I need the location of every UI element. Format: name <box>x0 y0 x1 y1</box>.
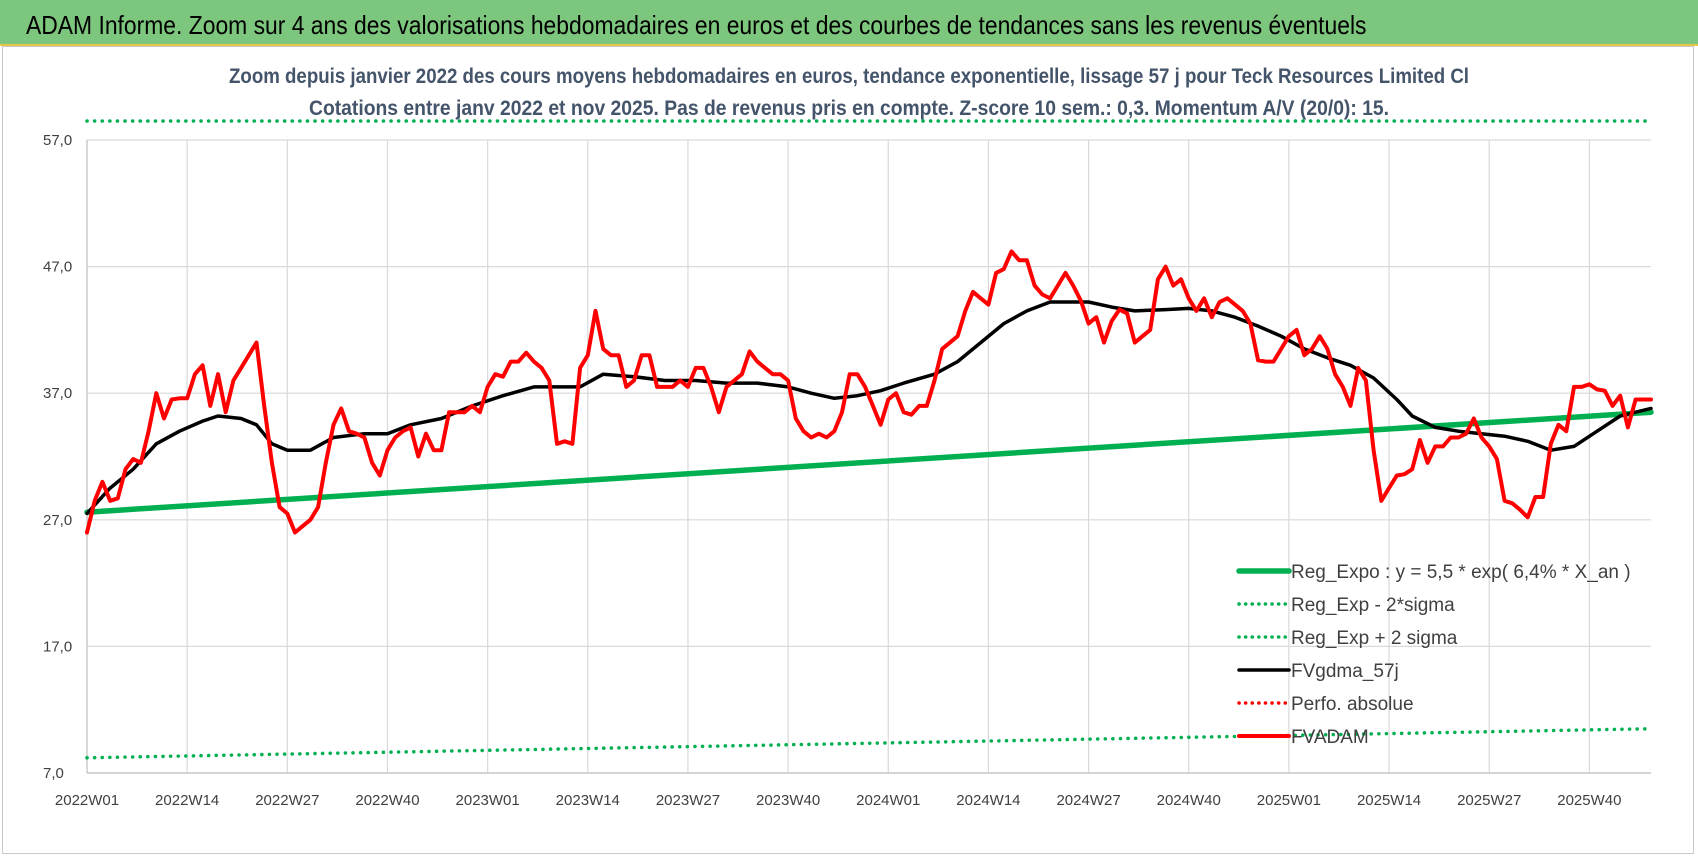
x-tick-label: 2025W40 <box>1557 792 1621 809</box>
x-tick-label: 2025W01 <box>1257 792 1321 809</box>
chart-title-line1: Zoom depuis janvier 2022 des cours moyen… <box>229 65 1469 88</box>
legend-label: Reg_Exp - 2*sigma <box>1291 595 1455 616</box>
series-line-1 <box>85 726 1653 760</box>
legend-label: Reg_Exp + 2 sigma <box>1291 628 1458 649</box>
chart-title-line2: Cotations entre janv 2022 et nov 2025. P… <box>309 97 1389 120</box>
series-layer <box>84 119 1654 760</box>
x-tick-label: 2023W27 <box>656 792 720 809</box>
x-tick-label: 2024W01 <box>856 792 920 809</box>
y-tick-label: 37,0 <box>43 385 72 402</box>
x-tick-label: 2023W01 <box>456 792 520 809</box>
legend: Reg_Expo : y = 5,5 * exp( 6,4% * X_an ) R… <box>1236 562 1631 748</box>
y-tick-label: 27,0 <box>43 512 72 529</box>
y-axis: 57,0 47,0 37,0 27,0 17,0 7,0 <box>43 132 88 782</box>
x-tick-label: 2022W40 <box>355 792 419 809</box>
legend-label: Perfo. absolue <box>1291 694 1414 715</box>
x-tick-label: 2025W14 <box>1357 792 1421 809</box>
x-tick-label: 2023W14 <box>556 792 620 809</box>
legend-label: FVADAM <box>1291 727 1369 748</box>
x-axis: 2022W01 2022W14 2022W27 2022W40 2023W01 2023W… <box>55 772 1651 809</box>
series-line-5 <box>85 249 1653 535</box>
report-banner: ADAM Informe. Zoom sur 4 ans des valoris… <box>0 0 1698 46</box>
y-tick-label: 17,0 <box>43 638 72 655</box>
series-line-3 <box>85 300 1653 516</box>
series-line-0 <box>84 409 1654 515</box>
line-chart: Zoom depuis janvier 2022 des cours moyen… <box>43 65 1654 809</box>
y-tick-label: 7,0 <box>43 765 64 782</box>
report-title: ADAM Informe. Zoom sur 4 ans des valoris… <box>26 10 1367 40</box>
x-tick-label: 2024W14 <box>956 792 1020 809</box>
x-tick-label: 2022W01 <box>55 792 119 809</box>
x-tick-label: 2023W40 <box>756 792 820 809</box>
legend-label: FVgdma_57j <box>1291 661 1399 682</box>
x-tick-label: 2025W27 <box>1457 792 1521 809</box>
chart-frame: Zoom depuis janvier 2022 des cours moyen… <box>2 46 1694 854</box>
x-tick-label: 2022W27 <box>255 792 319 809</box>
x-tick-label: 2024W40 <box>1157 792 1221 809</box>
x-tick-label: 2022W14 <box>155 792 219 809</box>
legend-label: Reg_Expo : y = 5,5 * exp( 6,4% * X_an ) <box>1291 562 1631 583</box>
x-tick-label: 2024W27 <box>1056 792 1120 809</box>
y-tick-label: 57,0 <box>43 132 72 149</box>
y-tick-label: 47,0 <box>43 259 72 276</box>
